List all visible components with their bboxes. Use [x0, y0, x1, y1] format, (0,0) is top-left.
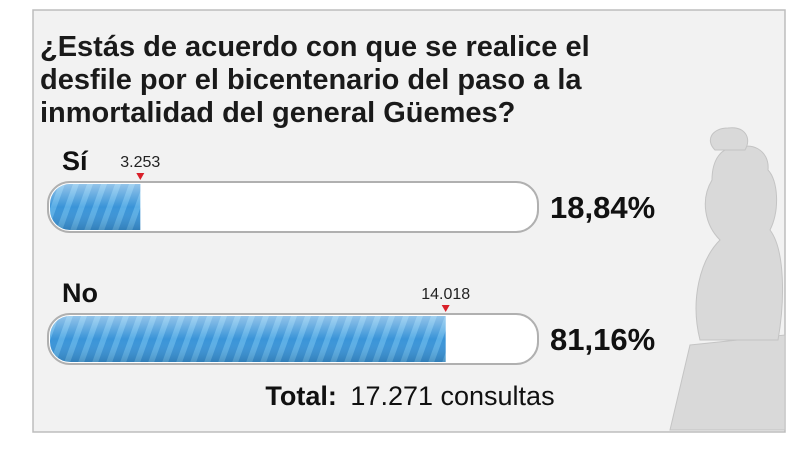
bar-shine [50, 184, 141, 230]
count-marker [136, 173, 145, 180]
percent-label: 18,84% [550, 190, 655, 225]
title-line: desfile por el bicentenario del paso a l… [40, 64, 582, 96]
count-marker [441, 305, 450, 312]
result-row: Sí 3.253 18,84% [47, 146, 655, 233]
title: ¿Estás de acuerdo con que se realice eld… [40, 31, 590, 129]
count-label: 14.018 [421, 286, 470, 303]
category-label: Sí [62, 146, 89, 176]
title-line: inmortalidad del general Güemes? [40, 97, 515, 129]
total-text: 17.271 consultas [350, 381, 554, 411]
bar-shine [50, 316, 446, 362]
percent-label: 81,16% [550, 322, 655, 357]
count-label: 3.253 [120, 154, 160, 171]
total: Total: 17.271 consultas [265, 381, 554, 411]
results: Sí 3.253 18,84% No 14.018 81,16% [47, 146, 655, 365]
result-row: No 14.018 81,16% [47, 278, 655, 365]
total-label: Total: [265, 381, 336, 411]
statue-illustration [669, 127, 786, 431]
title-line: ¿Estás de acuerdo con que se realice el [40, 31, 590, 63]
bar-track [47, 181, 539, 233]
category-label: No [62, 278, 98, 308]
